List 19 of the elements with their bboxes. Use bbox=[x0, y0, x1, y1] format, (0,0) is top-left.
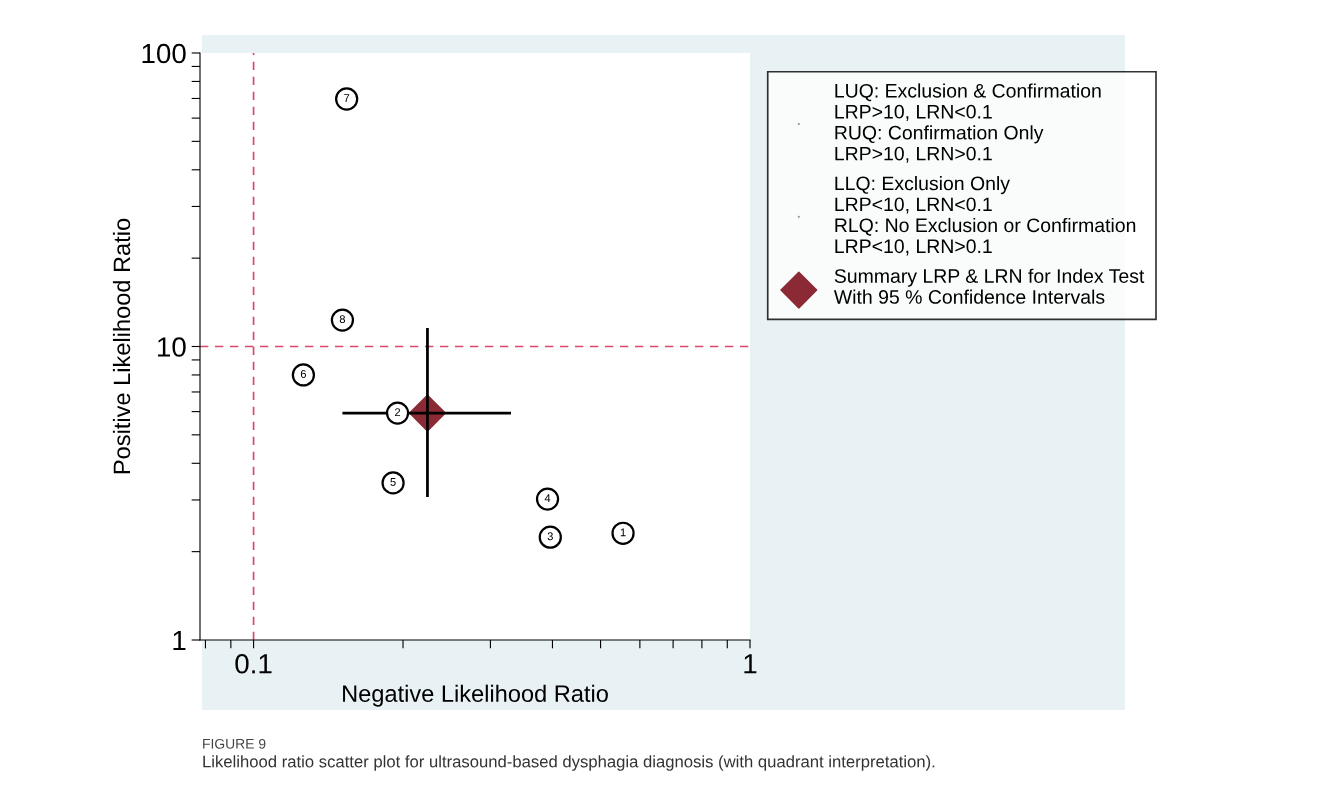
y-tick-label: 10 bbox=[158, 337, 186, 357]
x-tick-label: 0.1 bbox=[235, 653, 272, 674]
text: FIGURE 9 bbox=[203, 738, 266, 749]
annotation: 7 bbox=[344, 94, 350, 102]
x-axis-title: Negative Likelihood Ratio bbox=[343, 684, 608, 707]
annotation: 4 bbox=[544, 494, 551, 502]
text: LUQ: Exclusion & Confirmation LRP>10, LRN<0.1 RUQ: Confirmation Only LRP>10, LRN>0.1 bbox=[835, 83, 1101, 163]
annotation: 6 bbox=[300, 370, 306, 378]
legend-label: Summary LRP & LRN for Index Test With 95 % Confidence Intervals bbox=[833, 268, 1145, 304]
annotation: 1 bbox=[620, 528, 626, 537]
annotation: 2 bbox=[395, 408, 401, 416]
y-tick-label: 1 bbox=[173, 630, 186, 651]
text: Likelihood ratio scatter plot for ultrasound-based dysphagia diagnosis (with quadrant interpretation). bbox=[203, 755, 935, 771]
annotation: 3 bbox=[547, 532, 553, 541]
annotation: 8 bbox=[339, 315, 346, 324]
annotation: 5 bbox=[390, 478, 396, 486]
y-tick-label: 100 bbox=[142, 43, 186, 64]
y-axis-title: Positive Likelihood Ratio bbox=[112, 218, 131, 474]
text: LLQ: Exclusion Only LRP<10, LRN<0.1 RLQ: No Exclusion or Confirmation LRP<10, LRN>0.1 bbox=[835, 176, 1136, 256]
